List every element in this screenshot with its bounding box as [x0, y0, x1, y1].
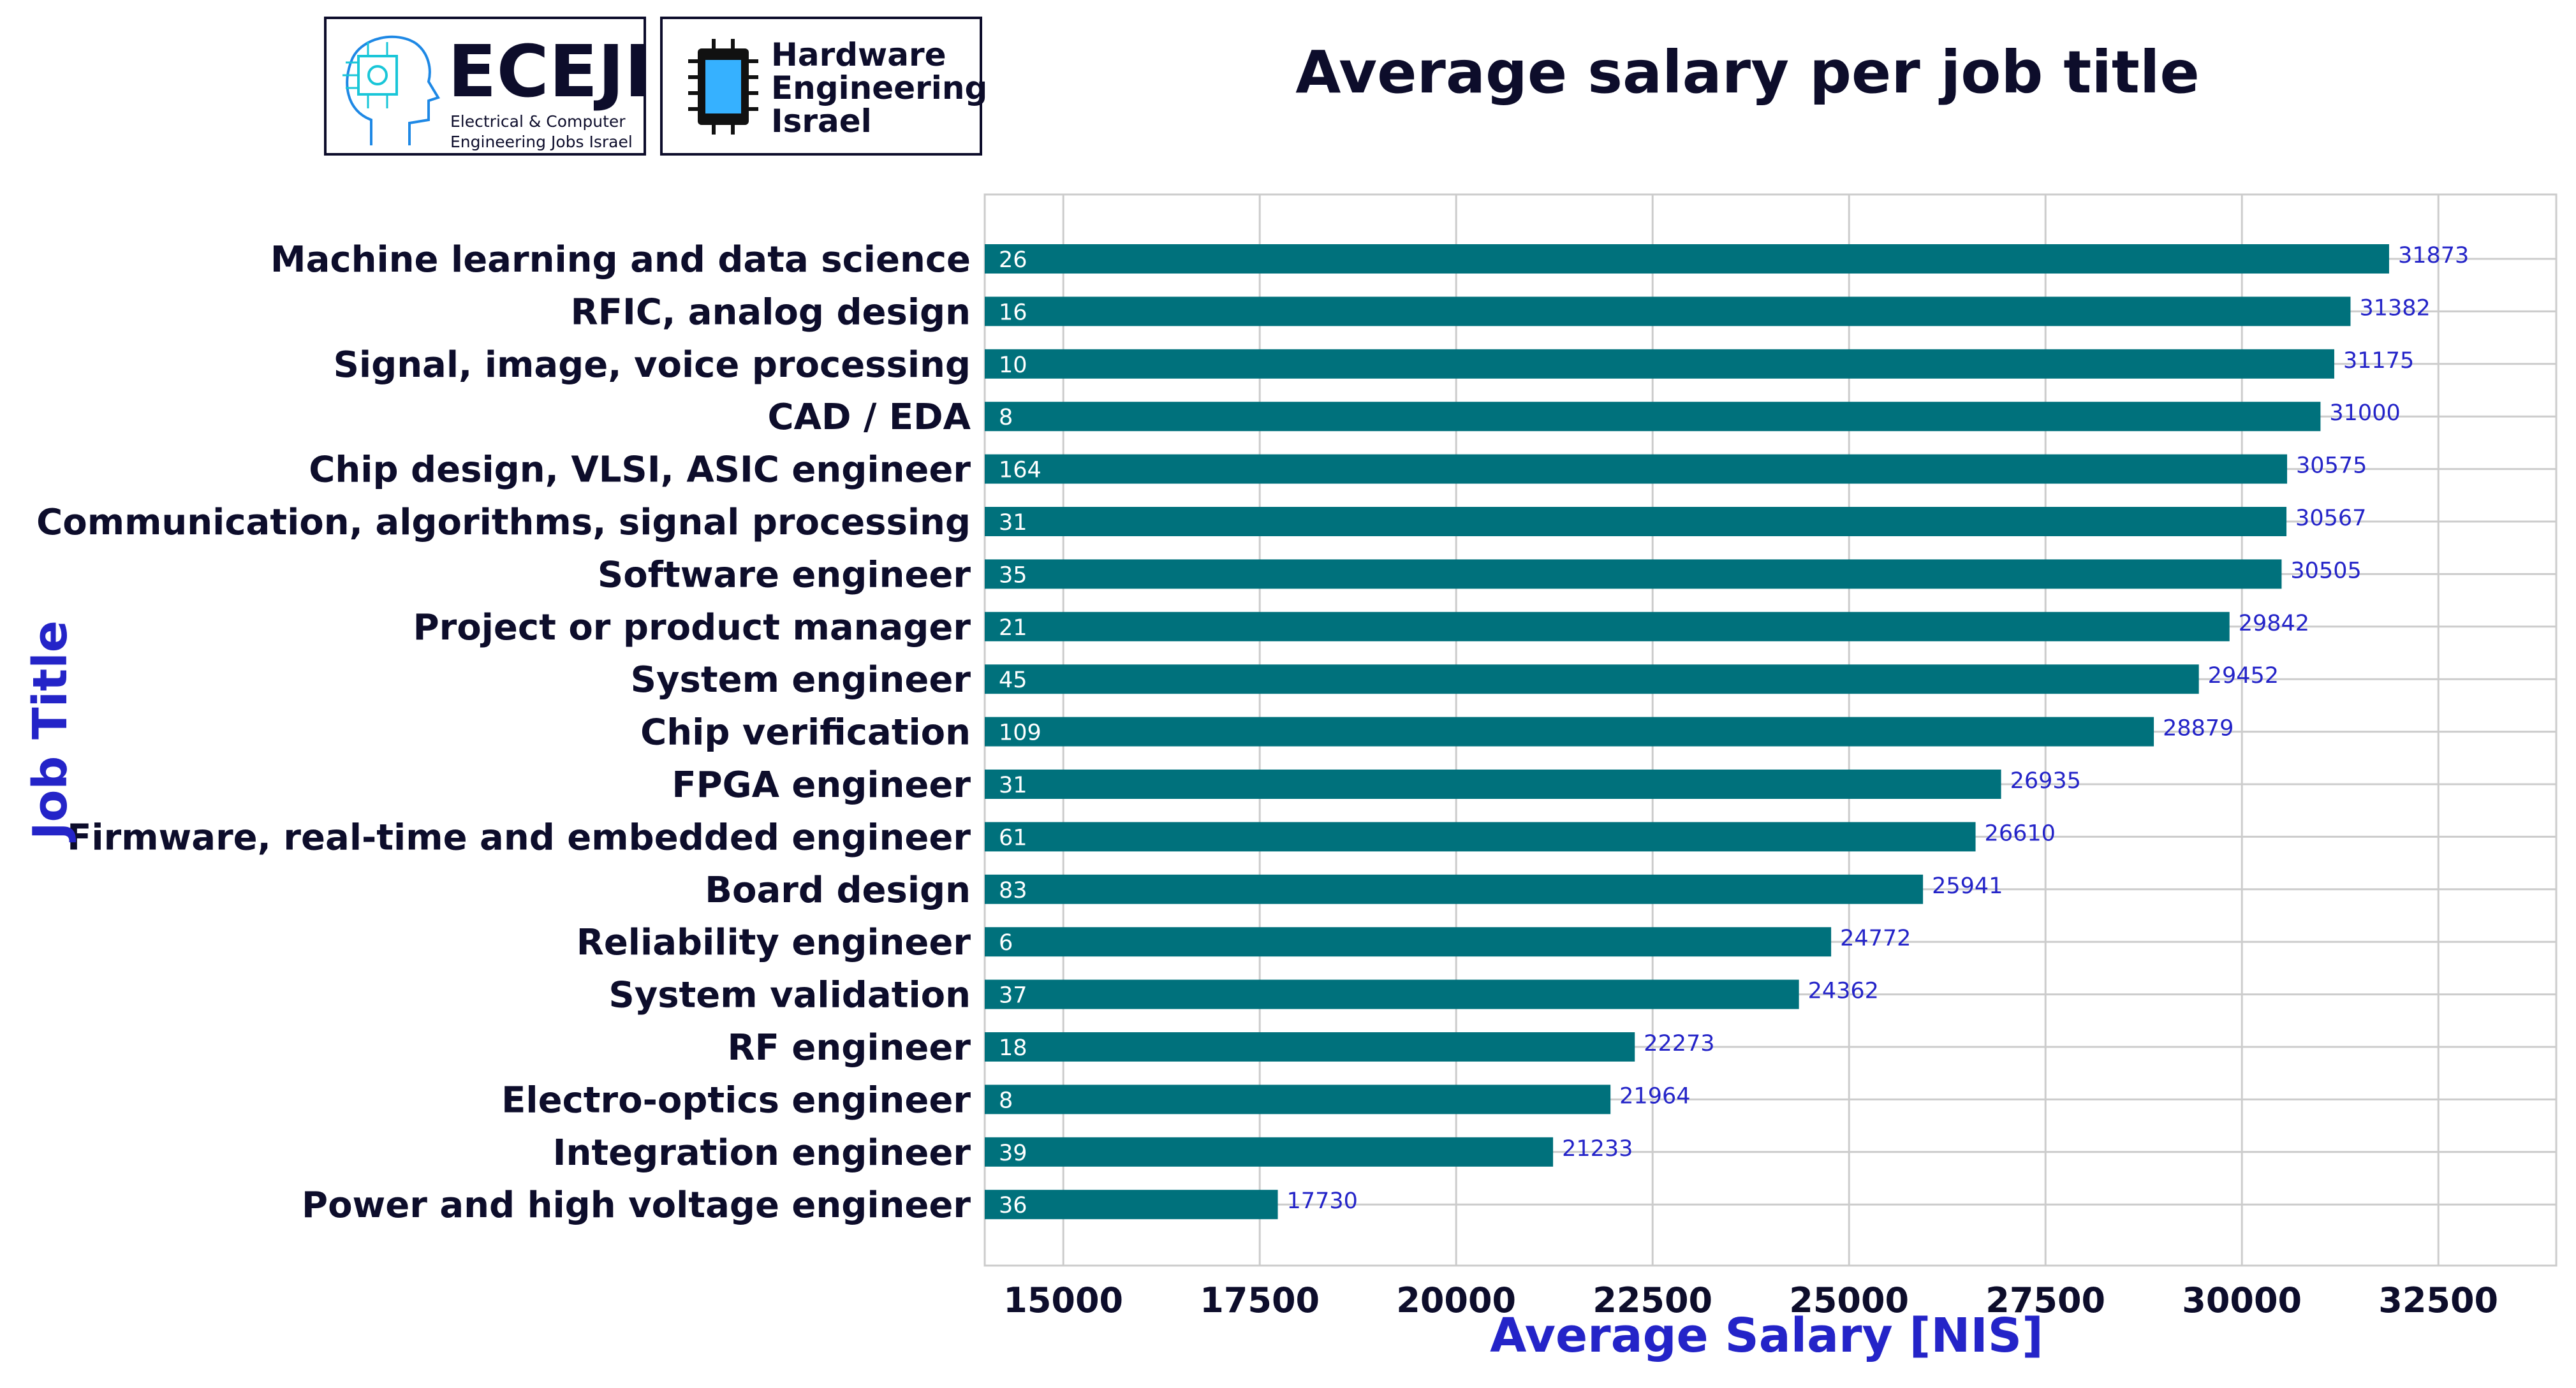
bar-value-label: 17730 — [1287, 1188, 1358, 1214]
bar-value-label: 31000 — [2329, 400, 2400, 426]
x-tick-label: 25000 — [1789, 1280, 1909, 1320]
x-tick-label: 27500 — [1985, 1280, 2105, 1320]
y-tick-label: Communication, algorithms, signal proces… — [36, 502, 971, 543]
x-tick-label: 20000 — [1396, 1280, 1516, 1320]
bar-count-label: 10 — [999, 353, 1027, 378]
x-tick-label: 17500 — [1200, 1280, 1320, 1320]
bar-value-label: 29842 — [2239, 611, 2309, 636]
eceji-logo-line2: Engineering Jobs Israel — [450, 133, 633, 151]
bar-count-label: 31 — [999, 773, 1027, 798]
x-axis-title: Average Salary [NIS] — [1490, 1308, 2043, 1363]
bar-count-label: 8 — [999, 405, 1013, 430]
bar-count-label: 61 — [999, 825, 1027, 851]
bar — [985, 1190, 1278, 1220]
bar-count-label: 45 — [999, 668, 1027, 693]
bar-count-label: 109 — [999, 720, 1041, 746]
bar-count-label: 18 — [999, 1035, 1027, 1061]
bar-value-label: 30567 — [2295, 506, 2366, 531]
bar-value-label: 26610 — [1985, 821, 2056, 846]
bar-value-label: 24362 — [1808, 979, 1879, 1004]
bar-value-label: 29452 — [2208, 663, 2279, 689]
x-tick-label: 32500 — [2378, 1280, 2498, 1320]
bar-value-label: 21233 — [1562, 1136, 1633, 1162]
bar — [985, 507, 2287, 536]
y-tick-label: Signal, image, voice processing — [334, 344, 971, 386]
hardware-engineering-israel-logo: Hardware Engineering Israel — [660, 17, 987, 156]
bar — [985, 402, 2321, 432]
bar-value-label: 26935 — [2010, 768, 2081, 794]
y-tick-label: Machine learning and data science — [270, 239, 971, 281]
bar — [985, 717, 2154, 747]
y-tick-label: System engineer — [631, 659, 971, 701]
y-tick-label: CAD / EDA — [768, 397, 971, 438]
bar-count-label: 8 — [999, 1088, 1013, 1113]
bar-value-label: 31382 — [2359, 295, 2430, 321]
bar-count-label: 21 — [999, 615, 1027, 641]
eceji-logo-title: ECEJI — [448, 31, 651, 113]
y-axis-title: Job Title — [23, 620, 78, 843]
y-tick-label: Electro-optics engineer — [501, 1079, 971, 1121]
y-tick-label: Chip verification — [640, 712, 971, 754]
y-tick-label: RF engineer — [728, 1027, 971, 1069]
bar-count-label: 26 — [999, 247, 1027, 273]
y-tick-label: Software engineer — [598, 554, 971, 595]
bar — [985, 822, 1976, 852]
bar-count-label: 39 — [999, 1141, 1027, 1166]
bar — [985, 1137, 1554, 1167]
bar — [985, 1032, 1635, 1062]
bar — [985, 559, 2282, 589]
y-tick-label: Project or product manager — [413, 607, 971, 648]
bar-value-label: 31175 — [2343, 348, 2414, 374]
bar-count-label: 35 — [999, 562, 1027, 588]
bar — [985, 874, 1924, 904]
bar-count-label: 36 — [999, 1193, 1027, 1218]
bar — [985, 770, 2001, 799]
bar — [985, 244, 2389, 274]
bar-count-label: 16 — [999, 300, 1027, 325]
y-tick-label: Board design — [705, 870, 971, 911]
bar-count-label: 37 — [999, 983, 1027, 1009]
bar-count-label: 83 — [999, 878, 1027, 903]
eceji-logo: ECEJI Electrical & Computer Engineering … — [324, 17, 651, 156]
bar-value-label: 30505 — [2290, 558, 2361, 583]
bar-value-label: 21964 — [1619, 1083, 1690, 1109]
y-tick-label: System validation — [608, 975, 971, 1016]
y-tick-label: Reliability engineer — [577, 922, 971, 963]
bar — [985, 454, 2288, 484]
hei-logo-line1: Hardware — [771, 36, 946, 73]
y-tick-label: FPGA engineer — [672, 764, 971, 806]
bar-count-label: 6 — [999, 930, 1013, 956]
bar — [985, 296, 2351, 326]
hei-logo-line2: Engineering — [771, 69, 988, 106]
bar — [985, 349, 2334, 379]
bar-value-label: 28879 — [2163, 716, 2234, 741]
bar-value-label: 24772 — [1840, 926, 1911, 951]
bar — [985, 927, 1832, 957]
bar-value-label: 30575 — [2296, 453, 2367, 479]
y-tick-label: Power and high voltage engineer — [302, 1185, 971, 1226]
hei-logo-line3: Israel — [771, 103, 872, 140]
y-tick-label: Integration engineer — [553, 1132, 971, 1174]
x-tick-label: 15000 — [1003, 1280, 1123, 1320]
bar-count-label: 31 — [999, 510, 1027, 536]
bar-value-label: 22273 — [1644, 1031, 1714, 1056]
y-tick-label: RFIC, analog design — [571, 291, 971, 333]
chip-icon — [688, 39, 758, 135]
y-tick-label: Firmware, real-time and embedded enginee… — [67, 817, 971, 858]
bar-value-label: 25941 — [1932, 873, 2003, 899]
chart-title: Average salary per job title — [1295, 38, 2200, 106]
bar — [985, 979, 1799, 1009]
eceji-logo-line1: Electrical & Computer — [450, 112, 626, 131]
bar — [985, 611, 2230, 641]
bar-value-label: 31873 — [2398, 243, 2469, 268]
head-circuit-icon — [342, 35, 440, 145]
x-tick-label: 30000 — [2182, 1280, 2302, 1320]
bar-count-label: 164 — [999, 458, 1041, 483]
x-tick-label: 22500 — [1593, 1280, 1712, 1320]
bar — [985, 1085, 1611, 1114]
bar — [985, 664, 2199, 694]
y-tick-label: Chip design, VLSI, ASIC engineer — [309, 449, 971, 491]
